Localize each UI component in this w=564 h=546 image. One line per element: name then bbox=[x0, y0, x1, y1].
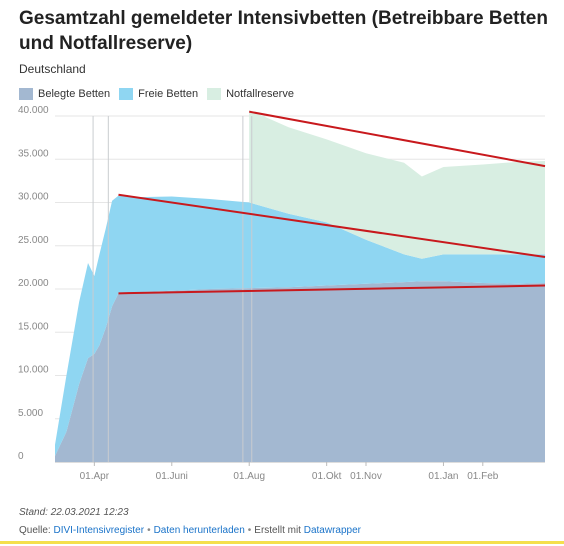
y-tick-label: 10.000 bbox=[18, 365, 49, 376]
download-data-link[interactable]: Daten herunterladen bbox=[153, 525, 245, 536]
area-freie-betten[interactable] bbox=[55, 195, 545, 456]
chart-area[interactable]: 0 5.000 10.000 15.000 20.000 25.000 30.000 35.0… bbox=[0, 105, 564, 490]
y-axis-ticks: 0 5.000 10.000 15.000 20.000 25.000 30.000 35.0… bbox=[18, 105, 49, 462]
y-tick-label: 30.000 bbox=[18, 192, 49, 203]
legend-item-belegte-betten[interactable]: Belegte Betten bbox=[19, 88, 110, 100]
trend-line bbox=[118, 284, 546, 295]
legend-label-freie-betten: Freie Betten bbox=[138, 88, 199, 100]
legend-swatch-freie-betten bbox=[119, 88, 134, 100]
area-layer bbox=[55, 109, 546, 462]
x-tick-label: 01.Jan bbox=[428, 471, 458, 482]
area-belegte-betten[interactable] bbox=[55, 281, 545, 462]
separator: • bbox=[247, 525, 252, 536]
area-notfallreserve[interactable] bbox=[249, 109, 546, 259]
separator: • bbox=[147, 525, 151, 536]
x-tick-label: 01.Nov bbox=[350, 471, 382, 482]
y-tick-label: 25.000 bbox=[18, 235, 49, 246]
datawrapper-link[interactable]: Datawrapper bbox=[303, 525, 361, 536]
legend: Belegte Betten Freie Betten Notfallreser… bbox=[19, 88, 303, 100]
y-tick-label: 0 bbox=[18, 451, 24, 462]
footer-stand: Stand: 22.03.2021 12:23 bbox=[19, 507, 129, 518]
legend-label-belegte-betten: Belegte Betten bbox=[38, 88, 111, 100]
source-link[interactable]: DIVI-Intensivregister bbox=[53, 525, 145, 536]
x-tick-label: 01.Apr bbox=[80, 471, 110, 482]
x-tick-label: 01.Feb bbox=[467, 471, 499, 482]
created-label: Erstellt mit bbox=[254, 525, 304, 536]
legend-label-notfallreserve: Notfallreserve bbox=[226, 88, 294, 100]
chart-subtitle: Deutschland bbox=[19, 62, 86, 76]
x-axis-ticks: 01.Apr 01.Juni 01.Aug 01.Okt 01.Nov 01.Jan 01.… bbox=[80, 462, 499, 482]
trend-line bbox=[249, 110, 546, 168]
footer-source: Quelle: DIVI-Intensivregister • Daten heru… bbox=[19, 525, 361, 536]
x-tick-label: 01.Juni bbox=[156, 471, 188, 482]
source-label: Quelle: bbox=[19, 525, 54, 536]
legend-swatch-belegte-betten bbox=[19, 88, 33, 100]
legend-item-freie-betten[interactable]: Freie Betten bbox=[119, 88, 198, 100]
accent-bar bbox=[0, 541, 564, 544]
legend-item-notfallreserve[interactable]: Notfallreserve bbox=[207, 88, 294, 100]
trend-line bbox=[118, 193, 546, 258]
y-tick-label: 15.000 bbox=[18, 321, 49, 332]
vertical-marker-layer bbox=[92, 116, 253, 462]
y-tick-label: 5.000 bbox=[18, 408, 43, 419]
legend-swatch-notfallreserve bbox=[207, 88, 222, 100]
x-tick-label: 01.Aug bbox=[233, 471, 265, 482]
chart-title: Gesamtzahl gemeldeter Intensivbetten (Be… bbox=[19, 8, 548, 54]
trend-line-layer bbox=[118, 110, 546, 295]
y-tick-label: 40.000 bbox=[18, 105, 49, 116]
y-tick-label: 35.000 bbox=[18, 148, 49, 159]
y-tick-label: 20.000 bbox=[18, 278, 49, 289]
x-tick-label: 01.Okt bbox=[312, 471, 342, 482]
